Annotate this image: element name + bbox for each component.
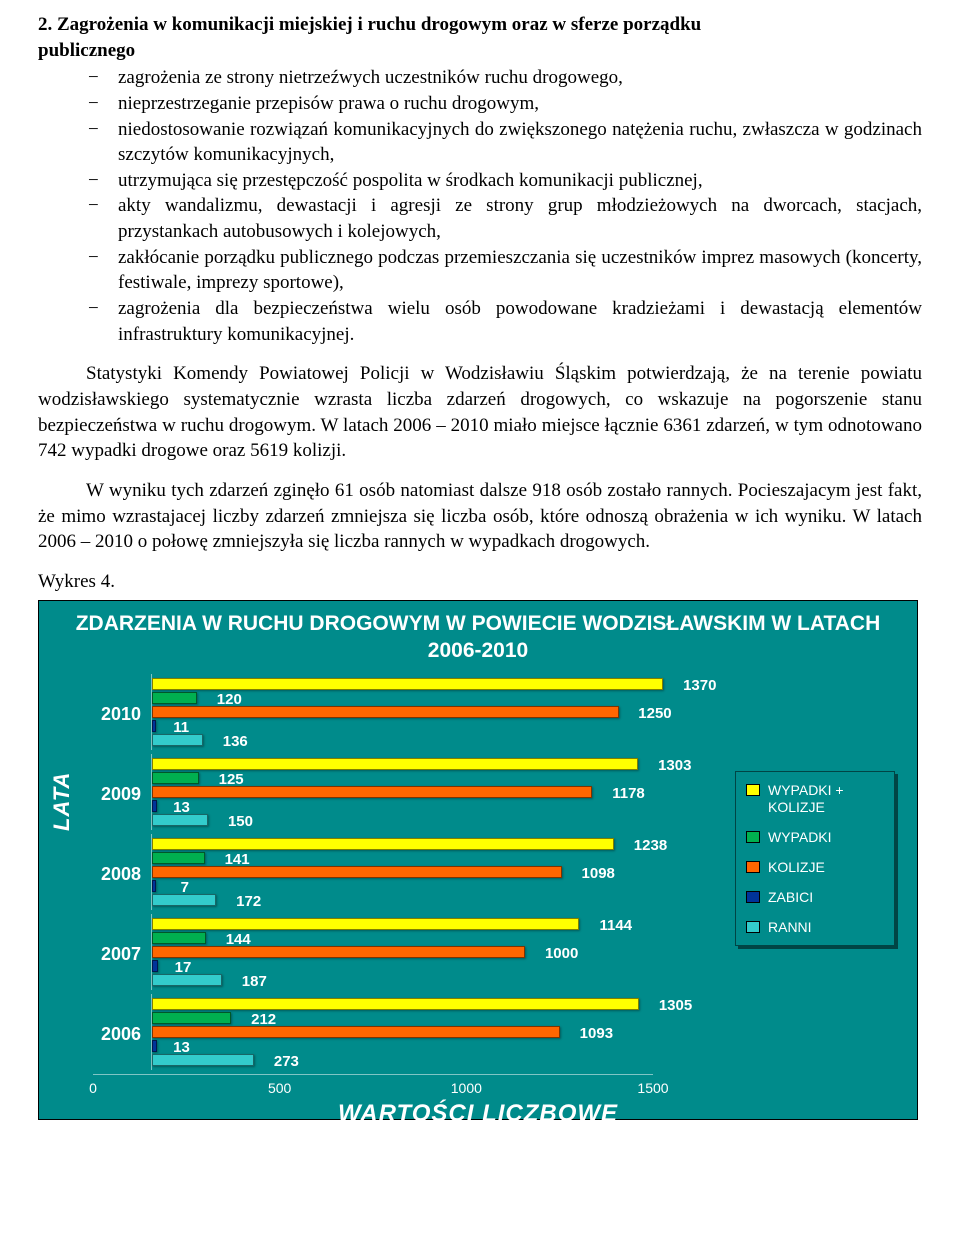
bar-ranni: 136 (152, 734, 203, 746)
bar-wypadki: 125 (152, 772, 199, 784)
bar-value: 1178 (612, 784, 645, 804)
legend-label: RANNI (768, 919, 812, 935)
x-tick: 500 (268, 1079, 291, 1098)
bars-area: 1238 141 1098 7 172 (151, 834, 711, 910)
bar-kolizje: 1250 (152, 706, 619, 718)
bar-ranni: 187 (152, 974, 222, 986)
bullet-item: niedostosowanie rozwiązań komunikacyjnyc… (88, 117, 922, 168)
bar-wypadki_kolizje: 1305 (152, 998, 639, 1010)
bar-value: 1000 (545, 944, 578, 964)
bullet-item: zakłócanie porządku publicznego podczas … (88, 245, 922, 296)
year-label: 2007 (101, 942, 141, 966)
bar-zabici: 13 (152, 1040, 157, 1052)
legend-label: WYPADKI + KOLIZJE (768, 782, 884, 814)
heading-line-2: publicznego (38, 40, 135, 61)
bar-wypadki: 212 (152, 1012, 231, 1024)
bar-wypadki_kolizje: 1303 (152, 758, 638, 770)
bar-kolizje: 1178 (152, 786, 592, 798)
bars-area: 1370 120 1250 11 136 (151, 674, 711, 750)
heading-line-1: 2. Zagrożenia w komunikacji miejskiej i … (38, 14, 701, 35)
bar-zabici: 17 (152, 960, 158, 972)
x-axis: 050010001500 (93, 1074, 653, 1102)
bullet-list: zagrożenia ze strony nietrzeźwych uczest… (88, 65, 922, 347)
y-axis-label: LATA (47, 772, 77, 831)
bar-value: 187 (242, 972, 267, 992)
year-label: 2009 (101, 782, 141, 806)
bar-wypadki: 141 (152, 852, 205, 864)
chart-legend: WYPADKI + KOLIZJE WYPADKI KOLIZJE ZABICI RAN… (735, 771, 895, 946)
bar-ranni: 273 (152, 1054, 254, 1066)
bullet-item: zagrożenia ze strony nietrzeźwych uczest… (88, 65, 922, 91)
bar-wypadki: 144 (152, 932, 206, 944)
bar-value: 1250 (638, 704, 671, 724)
bar-value: 136 (223, 732, 248, 752)
bars-area: 1305 212 1093 13 273 (151, 994, 711, 1070)
year-label: 2006 (101, 1022, 141, 1046)
year-label: 2010 (101, 702, 141, 726)
legend-swatch (746, 784, 760, 796)
legend-item: WYPADKI (746, 829, 884, 845)
bars-area: 1144 144 1000 17 187 (151, 914, 711, 990)
x-tick: 0 (89, 1079, 97, 1098)
bar-value: 1093 (580, 1024, 613, 1044)
bar-value: 172 (236, 892, 261, 912)
year-row: 20101370120125011136 (151, 674, 903, 750)
legend-swatch (746, 831, 760, 843)
paragraph-1: Statystyki Komendy Powiatowej Policji w … (38, 361, 922, 464)
bars-area: 1303 125 1178 13 150 (151, 754, 711, 830)
bar-value: 1370 (683, 676, 716, 696)
bar-value: 1305 (659, 996, 692, 1016)
bullet-item: zagrożenia dla bezpieczeństwa wielu osób… (88, 296, 922, 347)
legend-item: ZABICI (746, 889, 884, 905)
bar-kolizje: 1093 (152, 1026, 560, 1038)
bar-wypadki_kolizje: 1144 (152, 918, 579, 930)
bar-kolizje: 1098 (152, 866, 562, 878)
bar-ranni: 150 (152, 814, 208, 826)
bar-wypadki_kolizje: 1370 (152, 678, 663, 690)
legend-label: WYPADKI (768, 829, 832, 845)
bullet-item: utrzymująca się przestępczość pospolita … (88, 168, 922, 194)
x-tick: 1000 (451, 1079, 482, 1098)
traffic-chart: ZDARZENIA W RUCHU DROGOWYM W POWIECIE WO… (38, 600, 918, 1120)
legend-item: KOLIZJE (746, 859, 884, 875)
legend-swatch (746, 921, 760, 933)
x-tick: 1500 (637, 1079, 668, 1098)
bar-value: 1238 (634, 836, 667, 856)
bar-zabici: 13 (152, 800, 157, 812)
figure-label: Wykres 4. (38, 569, 922, 595)
year-label: 2008 (101, 862, 141, 886)
bar-kolizje: 1000 (152, 946, 525, 958)
section-heading: 2. Zagrożenia w komunikacji miejskiej i … (38, 12, 922, 63)
year-row: 20061305212109313273 (151, 994, 903, 1070)
bar-wypadki: 120 (152, 692, 197, 704)
bar-zabici: 7 (152, 880, 156, 892)
bar-value: 150 (228, 812, 253, 832)
legend-swatch (746, 861, 760, 873)
x-axis-label: WARTOŚCI LICZBOWE (53, 1098, 903, 1130)
bar-zabici: 11 (152, 720, 156, 732)
bullet-item: akty wandalizmu, dewastacji i agresji ze… (88, 193, 922, 244)
chart-title: ZDARZENIA W RUCHU DROGOWYM W POWIECIE WO… (53, 611, 903, 664)
legend-item: WYPADKI + KOLIZJE (746, 782, 884, 814)
legend-swatch (746, 891, 760, 903)
bar-value: 1303 (658, 756, 691, 776)
legend-label: ZABICI (768, 889, 813, 905)
legend-label: KOLIZJE (768, 859, 825, 875)
bar-ranni: 172 (152, 894, 216, 906)
bar-value: 1144 (600, 916, 633, 936)
bar-value: 273 (274, 1052, 299, 1072)
legend-item: RANNI (746, 919, 884, 935)
bar-wypadki_kolizje: 1238 (152, 838, 614, 850)
bullet-item: nieprzestrzeganie przepisów prawa o ruch… (88, 91, 922, 117)
bar-value: 1098 (582, 864, 615, 884)
paragraph-2: W wyniku tych zdarzeń zginęło 61 osób na… (38, 478, 922, 555)
